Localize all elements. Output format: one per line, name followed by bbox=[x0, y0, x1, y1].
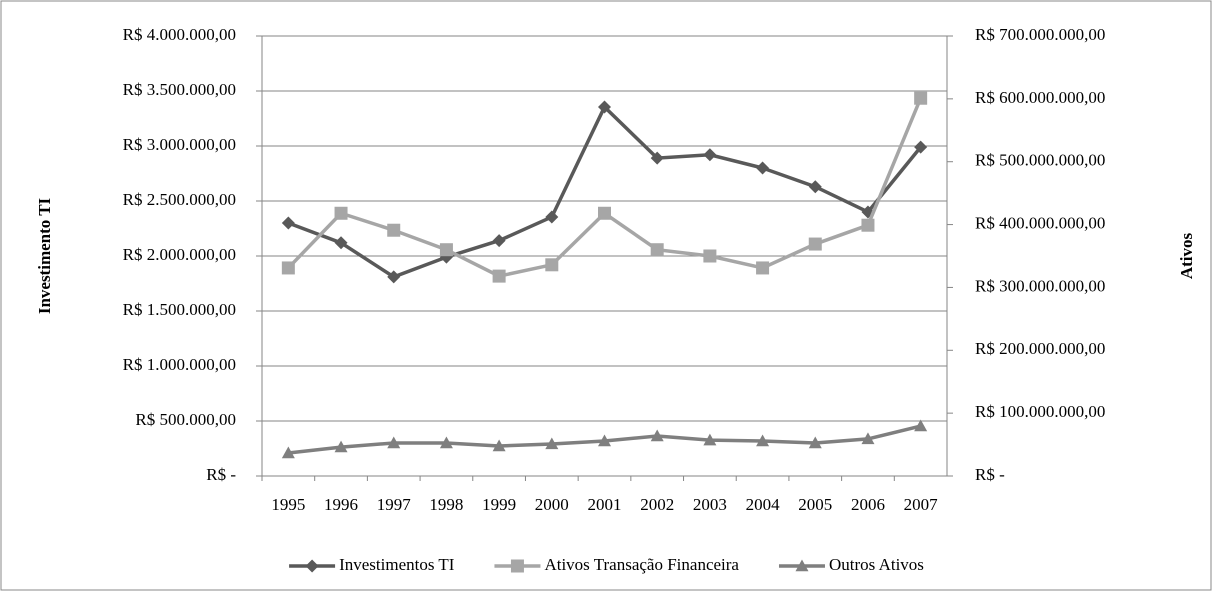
x-tick-label: 2000 bbox=[535, 495, 569, 514]
x-tick-label: 2005 bbox=[798, 495, 832, 514]
y2-tick-label: R$ 500.000.000,00 bbox=[975, 151, 1105, 170]
marker bbox=[650, 429, 664, 442]
marker bbox=[305, 559, 319, 573]
marker bbox=[439, 243, 453, 257]
marker bbox=[756, 261, 770, 275]
marker bbox=[492, 269, 506, 283]
y2-tick-label: R$ - bbox=[975, 465, 1005, 484]
marker bbox=[545, 437, 559, 450]
marker bbox=[334, 236, 348, 250]
marker bbox=[756, 161, 770, 175]
marker bbox=[650, 243, 664, 257]
marker bbox=[387, 223, 401, 237]
y-tick-label: R$ 1.500.000,00 bbox=[123, 300, 236, 319]
y-axis-title: Investimento TI bbox=[35, 197, 54, 314]
marker bbox=[387, 436, 401, 449]
y2-tick-label: R$ 300.000.000,00 bbox=[975, 276, 1105, 295]
y-tick-label: R$ 2.500.000,00 bbox=[123, 190, 236, 209]
marker bbox=[703, 249, 717, 263]
marker bbox=[281, 261, 295, 275]
x-tick-label: 1996 bbox=[324, 495, 358, 514]
marker bbox=[598, 100, 611, 114]
x-tick-label: 2004 bbox=[746, 495, 781, 514]
marker bbox=[492, 234, 506, 248]
y-tick-label: R$ 3.500.000,00 bbox=[123, 80, 236, 99]
y2-tick-label: R$ 600.000.000,00 bbox=[975, 88, 1105, 107]
legend: Investimentos TI Ativos Transação Finance… bbox=[289, 555, 924, 574]
marker bbox=[703, 433, 717, 446]
y-tick-label: R$ 1.000.000,00 bbox=[123, 355, 236, 374]
marker bbox=[281, 446, 295, 459]
y2-tick-label: R$ 100.000.000,00 bbox=[975, 402, 1105, 421]
legend-label: Investimentos TI bbox=[339, 555, 455, 574]
marker bbox=[545, 210, 559, 224]
x-tick-label: 1998 bbox=[429, 495, 463, 514]
y2-tick-label: R$ 200.000.000,00 bbox=[975, 339, 1105, 358]
marker bbox=[598, 434, 611, 447]
x-tick-label: 1997 bbox=[377, 495, 412, 514]
marker bbox=[650, 151, 664, 165]
y-tick-label: R$ 500.000,00 bbox=[135, 410, 236, 429]
marker bbox=[914, 140, 928, 154]
y-tick-label: R$ 4.000.000,00 bbox=[123, 25, 236, 44]
y-tick-label: R$ 2.000.000,00 bbox=[123, 245, 236, 264]
marker bbox=[492, 439, 506, 452]
marker bbox=[808, 237, 822, 251]
x-tick-label: 2002 bbox=[640, 495, 674, 514]
y2-axis-title: Ativos bbox=[1177, 232, 1196, 279]
x-tick-label: 2007 bbox=[904, 495, 939, 514]
legend-label: Outros Ativos bbox=[829, 555, 924, 574]
marker bbox=[510, 559, 524, 573]
marker bbox=[598, 206, 611, 220]
marker bbox=[545, 258, 559, 272]
marker bbox=[808, 180, 822, 194]
x-tick-label: 2001 bbox=[588, 495, 622, 514]
y2-tick-label: R$ 700.000.000,00 bbox=[975, 25, 1105, 44]
marker bbox=[387, 270, 401, 284]
marker bbox=[914, 419, 928, 432]
marker bbox=[861, 218, 875, 232]
x-tick-label: 2006 bbox=[851, 495, 885, 514]
marker bbox=[703, 148, 717, 162]
marker bbox=[281, 216, 295, 230]
marker bbox=[861, 432, 875, 445]
x-tick-label: 1995 bbox=[271, 495, 305, 514]
marker bbox=[334, 206, 348, 220]
marker bbox=[914, 91, 928, 105]
marker bbox=[808, 436, 822, 449]
y-tick-label: R$ 3.000.000,00 bbox=[123, 135, 236, 154]
y2-tick-label: R$ 400.000.000,00 bbox=[975, 213, 1105, 232]
x-tick-label: 2003 bbox=[693, 495, 727, 514]
marker bbox=[439, 436, 453, 449]
marker bbox=[334, 440, 348, 453]
marker bbox=[795, 559, 809, 572]
x-tick-label: 1999 bbox=[482, 495, 516, 514]
marker bbox=[756, 434, 770, 447]
legend-label: Ativos Transação Financeira bbox=[544, 555, 739, 574]
y-tick-label: R$ - bbox=[206, 465, 236, 484]
